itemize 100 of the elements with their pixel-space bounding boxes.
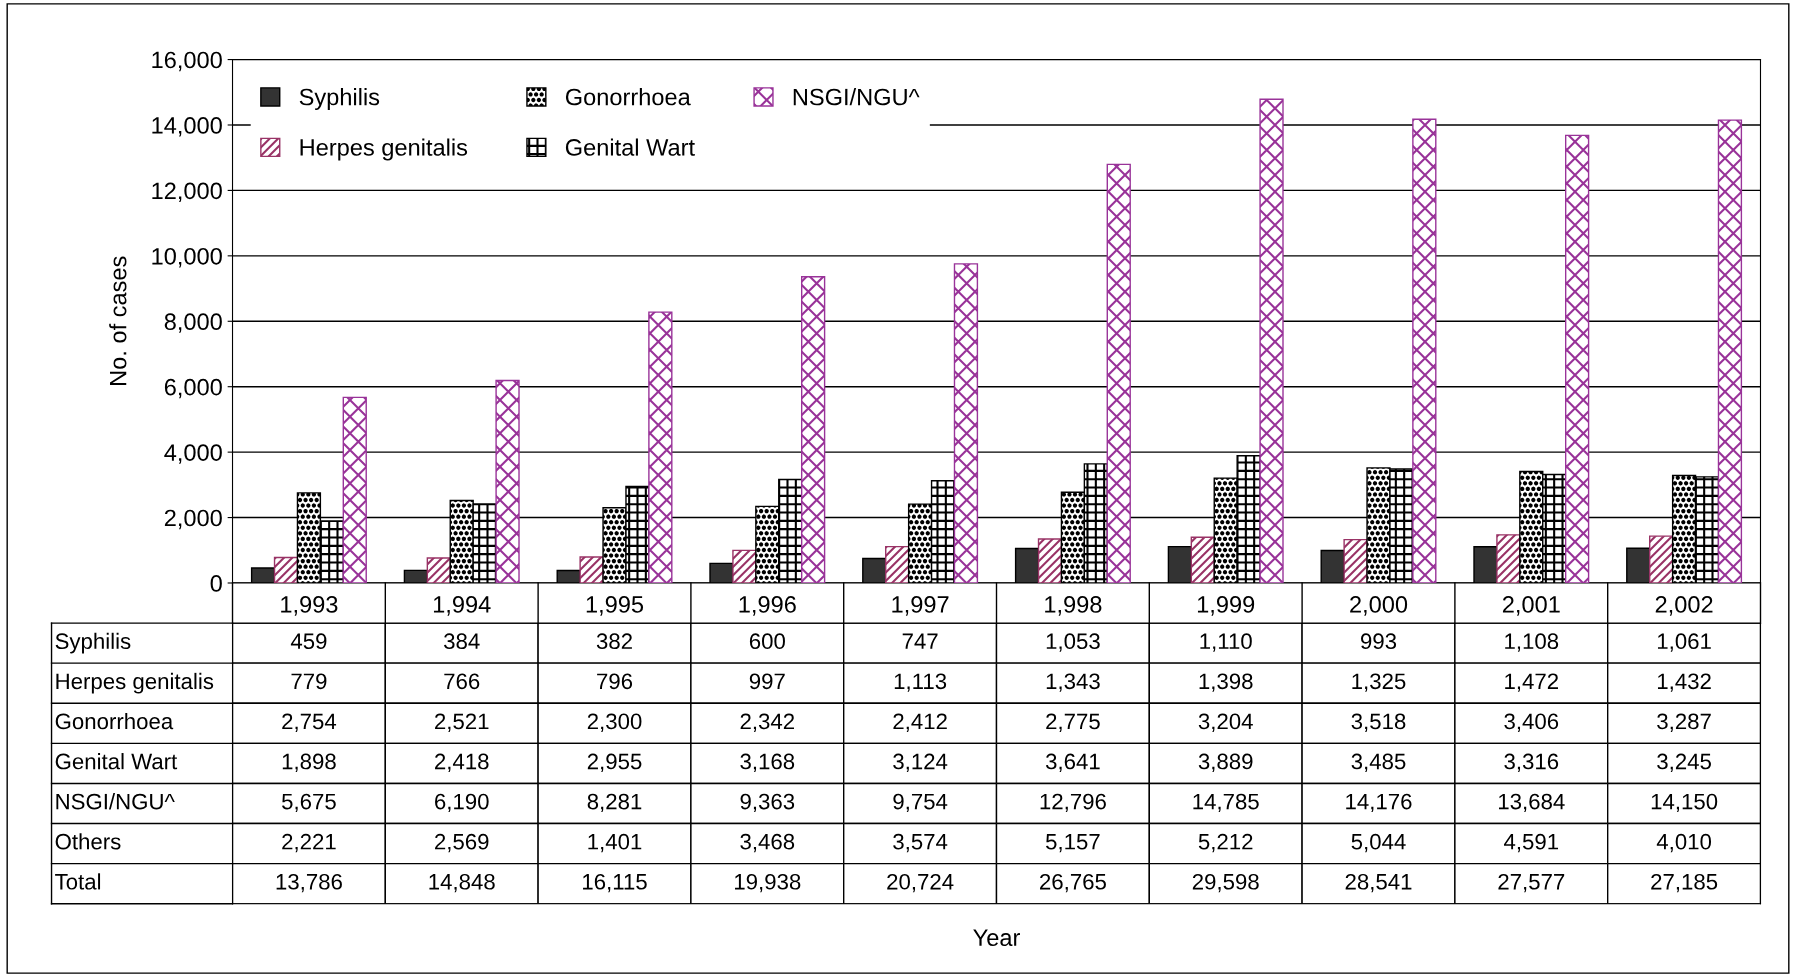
data-label: 2,412 [893,713,947,732]
data-label: 2,521 [435,713,489,732]
data-label: 9,363 [740,793,795,813]
data-label: 3,889 [1198,753,1253,772]
bar [648,311,673,583]
y-tick-label: NSGI/NGU^ [56,793,175,810]
data-label: 3,485 [1351,753,1406,772]
data-label: 2,775 [1046,713,1100,732]
bar [579,556,604,583]
y-tick-label: 12,000 [152,182,222,202]
data-label: 29,598 [1192,873,1259,893]
data-label: 3,316 [1504,753,1559,772]
x-tick-label: 1,999 [1197,596,1255,616]
bar [1496,534,1521,583]
data-label: 3,204 [1198,713,1253,732]
y-tick-label: Gonorrhoea [55,712,174,730]
data-label: 14,848 [429,873,495,893]
data-label: 5,157 [1045,834,1100,853]
data-label: 2,300 [587,713,642,732]
x-tick-label: 1,997 [892,596,949,616]
bar [732,549,757,583]
y-tick-label: 14,000 [152,117,222,137]
data-label: 27,577 [1498,873,1565,893]
data-label: 13,684 [1499,793,1565,813]
data-label: 779 [291,673,327,690]
legend-label: Herpes genitalis [300,138,468,161]
data-label: 747 [902,633,938,649]
data-label: 16,115 [583,873,647,893]
y-tick-label: Others [55,833,121,850]
data-label: 2,955 [587,753,642,772]
x-tick-label: 1,993 [281,596,338,616]
data-label: 997 [749,673,785,690]
data-label: 6,190 [435,793,489,813]
data-label: 4,010 [1656,833,1712,853]
data-label: 3,245 [1657,753,1711,772]
y-axis-title: No. of cases [109,256,127,385]
x-tick-label: 1,994 [433,596,491,616]
x-axis-title: Year [973,929,1020,947]
bar [273,556,299,583]
data-label: 3,406 [1504,713,1559,732]
bar [426,557,451,583]
bar [1717,119,1743,583]
data-label: 14,785 [1193,793,1259,813]
bar [1106,163,1131,583]
data-label: 1,061 [1657,633,1711,652]
bar [1343,538,1368,583]
bar [953,263,979,583]
data-label: 14,150 [1651,793,1718,813]
bar [1649,535,1674,583]
x-tick-label: 2,002 [1655,596,1713,616]
data-label: 5,675 [282,793,336,813]
data-label: 1,398 [1199,673,1253,692]
legend-label: Genital Wart [565,138,695,156]
data-label: 2,754 [282,713,337,732]
bar [800,275,826,583]
y-tick-label: Syphilis [55,632,131,654]
data-label: 3,168 [740,753,795,772]
bar [1037,538,1063,583]
data-label: 1,053 [1046,633,1100,652]
x-tick-label: 2,000 [1350,596,1408,616]
data-label: 5,044 [1351,833,1406,853]
bar [1412,118,1437,583]
data-label: 9,754 [893,793,948,813]
data-label: 2,342 [740,713,794,732]
data-label: 796 [597,673,633,690]
data-label: 3,574 [893,833,948,853]
data-label: 2,569 [435,833,489,853]
bar [1564,134,1590,583]
data-label: 1,401 [588,833,642,853]
data-label: 993 [1361,633,1397,650]
data-label: 5,212 [1198,833,1253,853]
y-tick-label: 6,000 [164,378,222,399]
bar [495,379,520,583]
data-label: 12,796 [1040,793,1106,813]
data-label: 3,124 [893,753,948,772]
x-tick-label: 1,998 [1045,596,1102,616]
data-label: 19,938 [735,873,801,893]
data-label: 384 [444,633,480,650]
y-tick-label: 8,000 [164,313,222,333]
data-label: 1,432 [1657,673,1711,692]
data-label: 20,724 [887,873,954,893]
data-label: 2,221 [282,833,336,853]
data-label: 8,281 [587,793,642,813]
y-tick-label: 0 [210,575,222,592]
data-label: 3,518 [1351,713,1406,732]
data-label: 4,591 [1504,833,1559,853]
data-label: 3,287 [1657,713,1711,732]
data-label: 1,898 [282,753,336,772]
bar [1259,98,1284,583]
data-label: 1,108 [1505,633,1559,652]
y-tick-label: Herpes genitalis [56,672,214,694]
data-label: 14,176 [1346,793,1412,813]
bar [1190,536,1215,583]
bar [342,396,367,583]
data-label: 382 [596,633,632,650]
data-label: 1,343 [1046,673,1100,692]
legend-label: Syphilis [299,88,380,111]
data-label: 459 [290,633,327,650]
data-label: 28,541 [1345,873,1412,893]
data-label: 1,110 [1200,633,1252,652]
